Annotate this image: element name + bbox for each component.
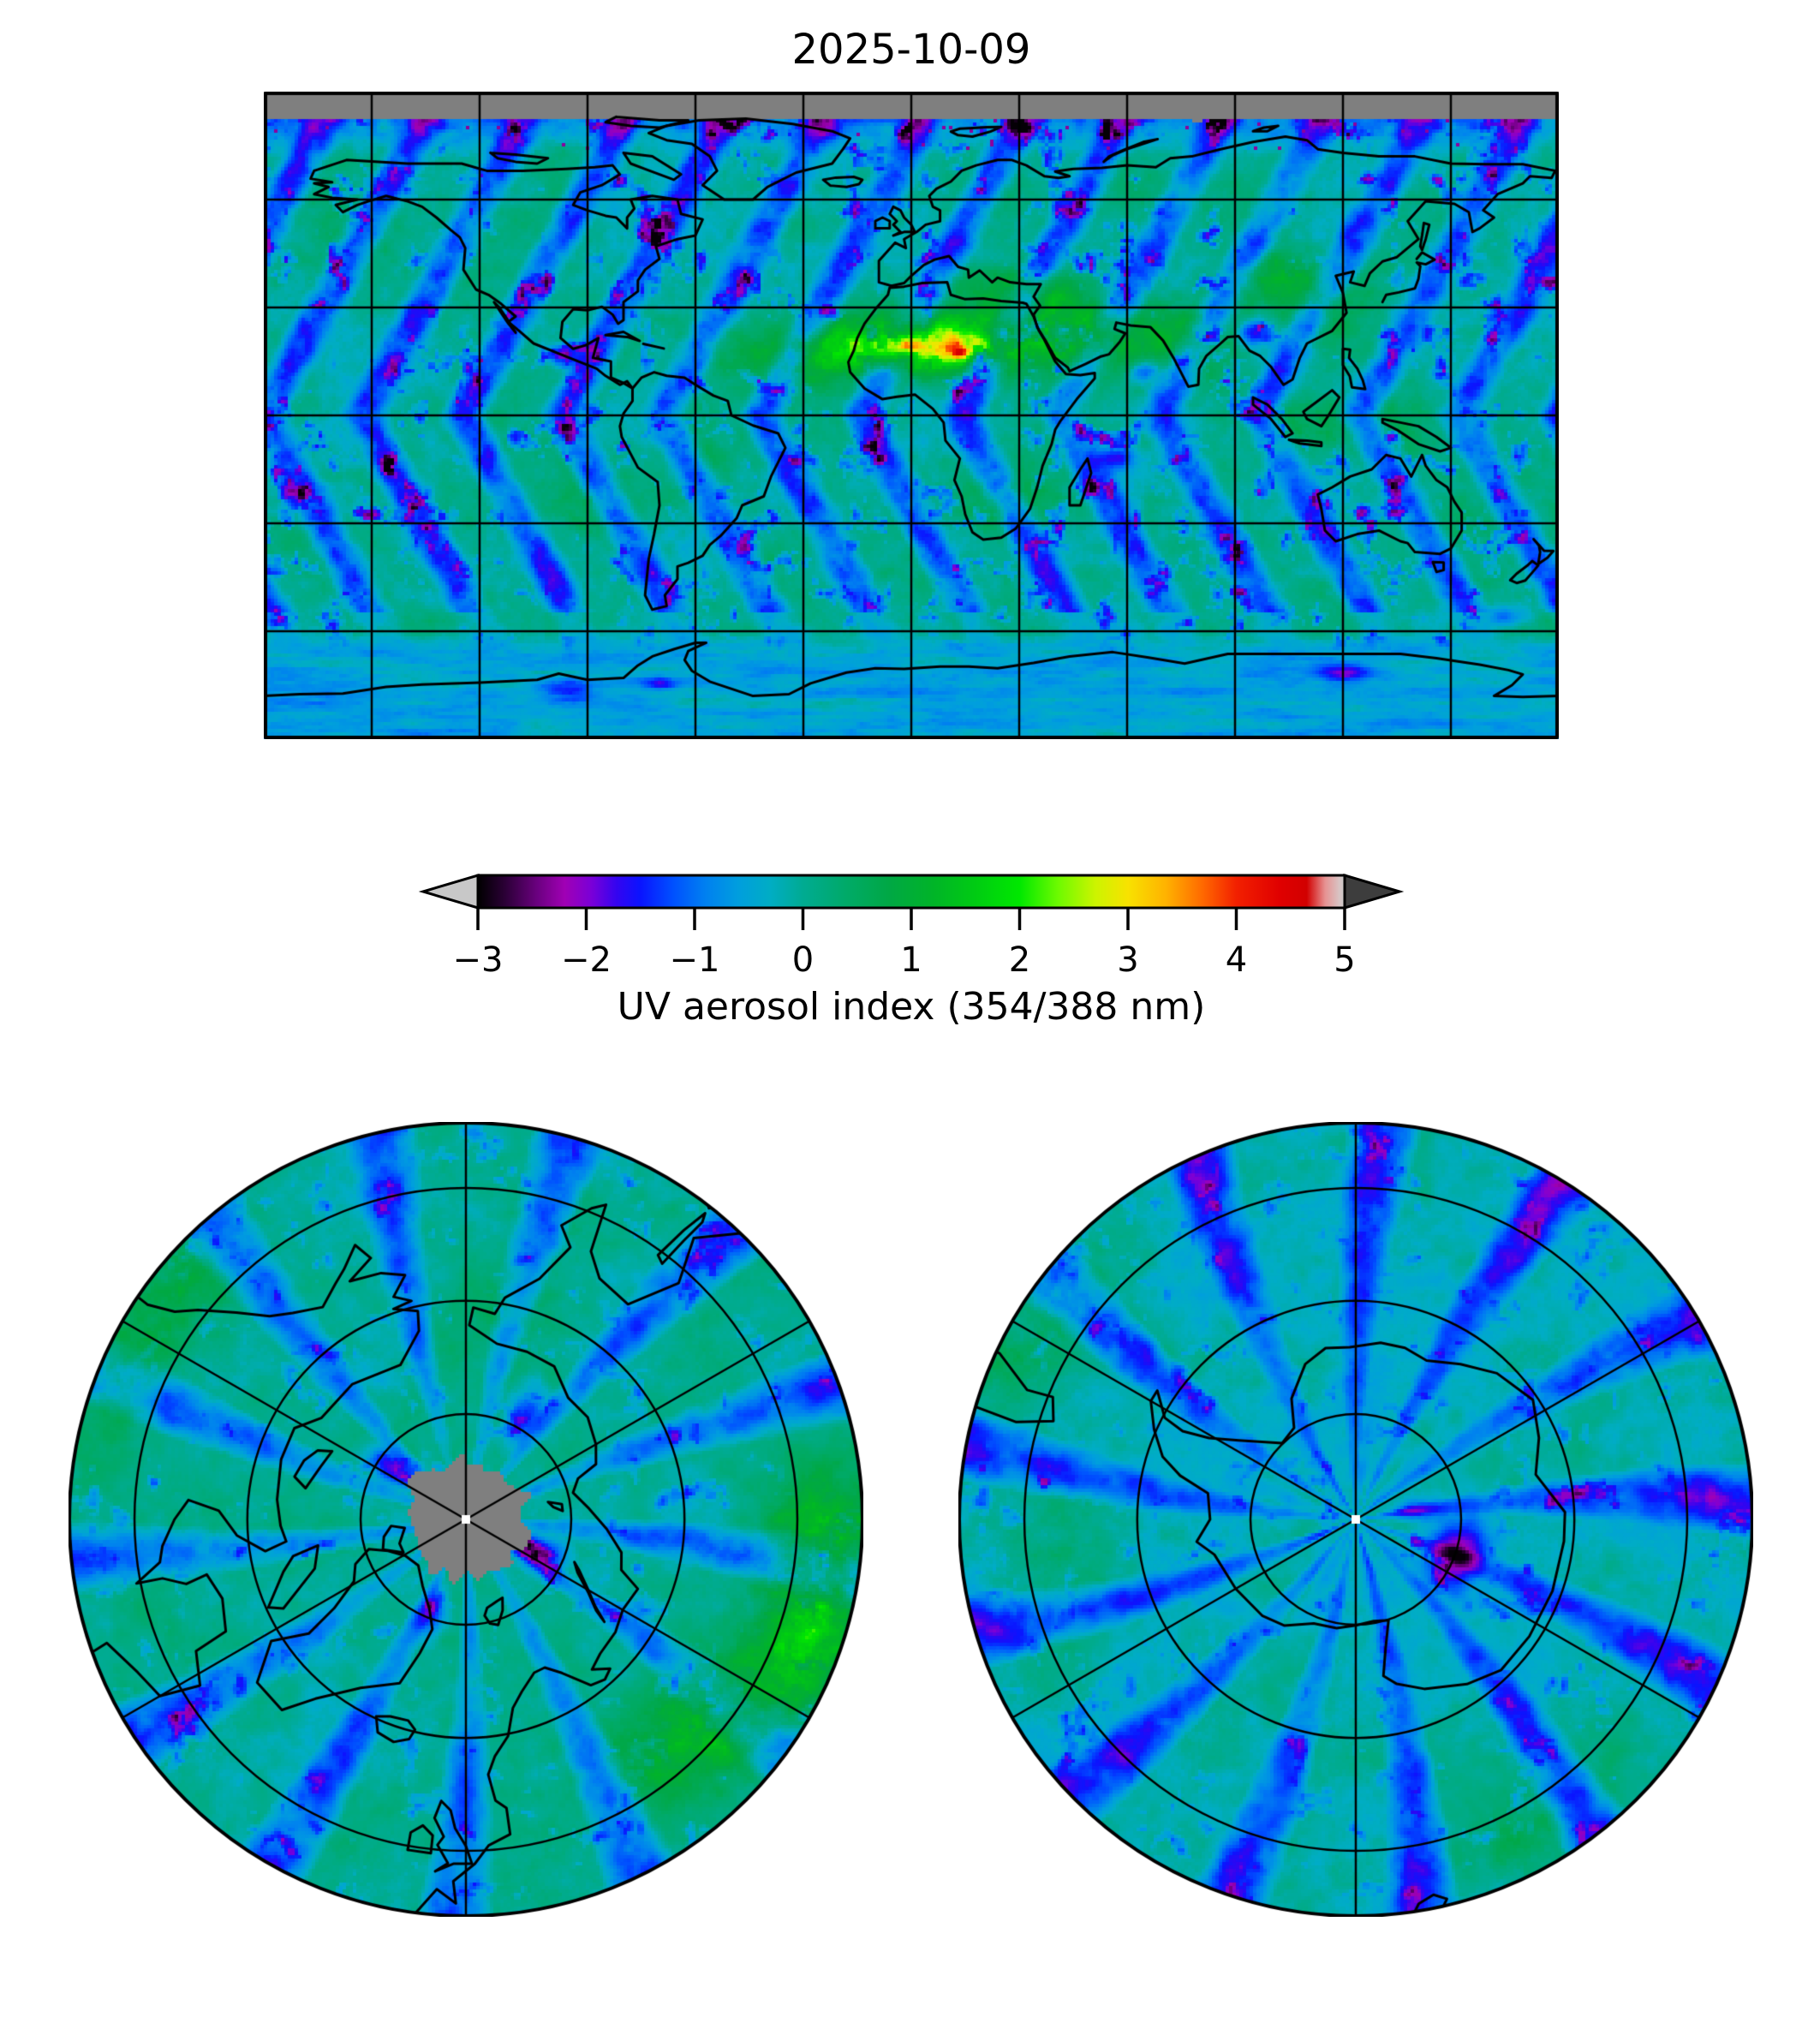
- north-polar-canvas: [69, 1122, 863, 1917]
- colorbar-tick-label: −2: [561, 940, 612, 980]
- colorbar-ticks: −3 −2 −1 0 1 2 3 4 5: [453, 908, 1356, 980]
- colorbar-tick-label: 0: [792, 940, 814, 980]
- colorbar-label: UV aerosol index (354/388 nm): [618, 985, 1206, 1029]
- figure-title: 2025-10-09: [791, 26, 1031, 74]
- colorbar-tick-label: −1: [670, 940, 720, 980]
- south-polar-canvas: [958, 1122, 1753, 1917]
- colorbar-over-arrow-icon: [1343, 873, 1405, 910]
- global-map-canvas: [264, 92, 1559, 739]
- colorbar-tick-label: 1: [900, 940, 922, 980]
- colorbar: −3 −2 −1 0 1 2 3 4 5 UV aerosol index (354/388 n…: [418, 873, 1405, 1029]
- colorbar-tick-label: 5: [1334, 940, 1355, 980]
- colorbar-under-arrow-icon: [418, 873, 480, 910]
- colorbar-tick-label: 4: [1226, 940, 1247, 980]
- colorbar-tick-label: 2: [1009, 940, 1030, 980]
- colorbar-bar: [476, 874, 1346, 910]
- colorbar-tick-label: −3: [453, 940, 504, 980]
- colorbar-tick-label: 3: [1117, 940, 1138, 980]
